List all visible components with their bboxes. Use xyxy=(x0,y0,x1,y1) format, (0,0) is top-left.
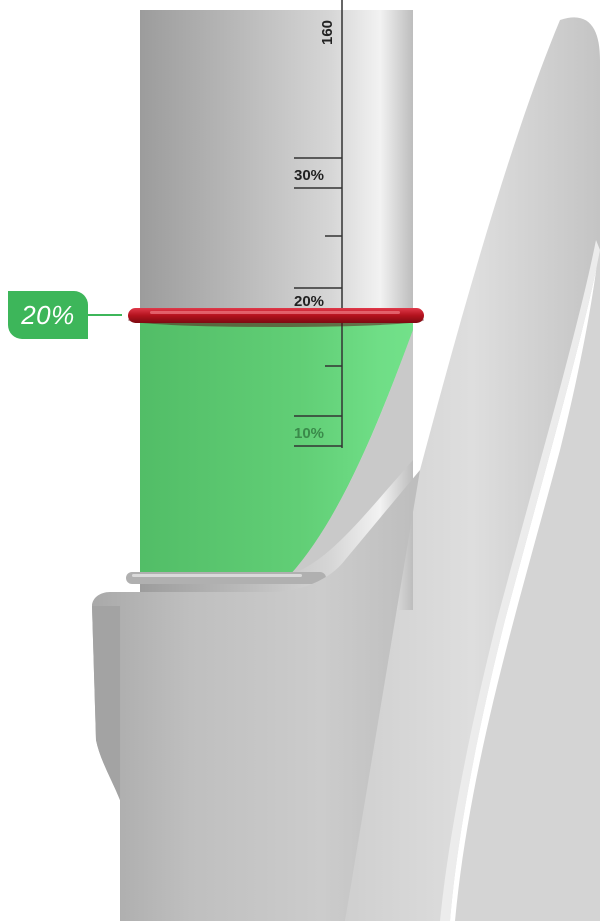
sag-callout-badge: 20% xyxy=(8,291,88,339)
scale-label-10: 10% xyxy=(294,425,324,442)
scale-label-30: 30% xyxy=(294,167,324,184)
dust-wiper-highlight xyxy=(132,574,302,577)
sag-zone-fill xyxy=(140,322,413,575)
fork-arch xyxy=(455,0,600,921)
fork-leg-highlight xyxy=(440,240,600,921)
lower-leg xyxy=(92,470,420,921)
fork-leg-right xyxy=(345,17,600,921)
dust-wiper xyxy=(126,572,326,584)
o-ring-highlight xyxy=(150,311,400,314)
sag-callout-label: 20% xyxy=(21,299,75,330)
scale-label-20: 20% xyxy=(294,293,324,310)
lower-leg-shade xyxy=(92,606,120,921)
o-ring xyxy=(128,308,424,323)
scale-top-label: 160 xyxy=(319,20,336,45)
sag-callout-leader-line xyxy=(88,314,122,316)
fork-crown xyxy=(290,330,413,575)
